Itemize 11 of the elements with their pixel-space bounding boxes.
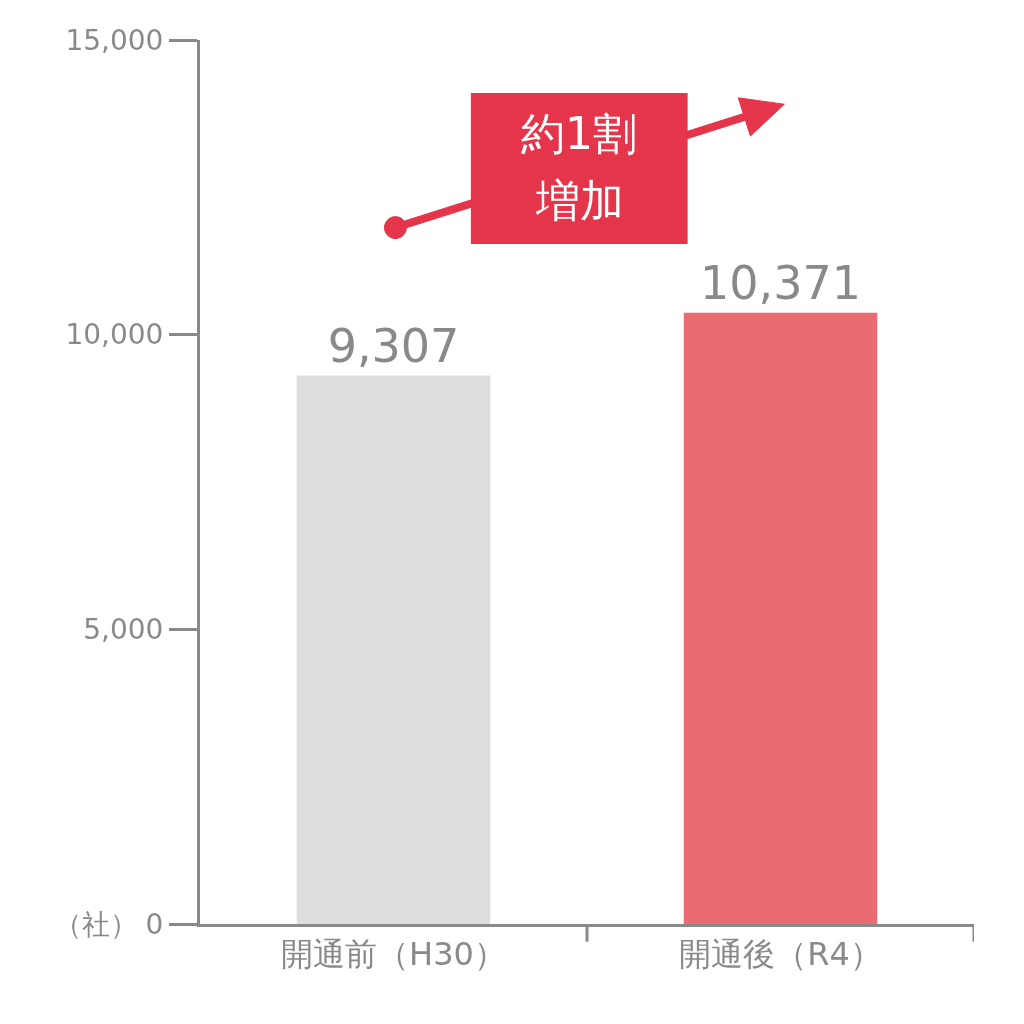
y-tick-label: 10,000 bbox=[65, 318, 164, 352]
data-label: 9,307 bbox=[327, 318, 460, 373]
y-axis-title: （社） bbox=[54, 908, 138, 941]
data-label: 10,371 bbox=[700, 255, 861, 310]
y-tick-label: 15,000 bbox=[65, 23, 164, 57]
y-tick-label: 5,000 bbox=[83, 613, 164, 647]
y-tick-label: 0 bbox=[145, 907, 164, 941]
x-tick-label: 開通後（R4） bbox=[679, 935, 882, 974]
annotation: 増加 bbox=[535, 175, 624, 226]
annotation: 約1割 bbox=[521, 108, 637, 159]
x-tick-label: 開通前（H30） bbox=[281, 935, 506, 974]
